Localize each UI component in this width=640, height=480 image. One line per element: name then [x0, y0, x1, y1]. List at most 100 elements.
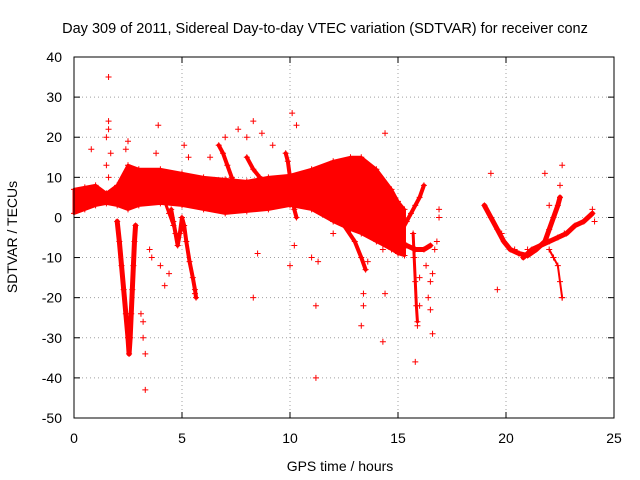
data-point [557, 182, 563, 189]
y-tick-label: 40 [46, 49, 62, 65]
band-bottom-marker [330, 218, 337, 225]
band-top-marker [373, 166, 380, 173]
data-point [137, 310, 144, 317]
track-marker [546, 246, 553, 253]
data-point [250, 294, 257, 301]
data-point [107, 150, 114, 157]
band-top-marker [200, 174, 207, 181]
y-axis-title: SDTVAR / TECUs [4, 181, 20, 293]
band-bottom-marker [358, 230, 365, 237]
track-marker [427, 242, 434, 249]
band-bottom-marker [103, 200, 110, 207]
track-marker [572, 222, 579, 229]
data-point [498, 230, 505, 237]
track-marker [319, 190, 326, 197]
band-top-marker [179, 170, 185, 177]
data-point [546, 202, 553, 209]
track-marker [166, 210, 173, 217]
data-point [142, 386, 149, 393]
data-point [308, 254, 315, 261]
band-top-marker [388, 186, 395, 193]
track-marker [181, 222, 188, 229]
data-point [243, 134, 250, 141]
data-point [379, 338, 386, 345]
data-point [416, 274, 423, 281]
y-tick-label: -40 [42, 370, 62, 386]
track-marker [256, 174, 263, 181]
track-marker [546, 226, 553, 233]
x-tick-label: 25 [606, 430, 622, 446]
data-point [364, 258, 371, 265]
data-point [105, 174, 112, 181]
track-marker [403, 218, 410, 225]
data-point [105, 126, 112, 133]
data-point [585, 214, 592, 221]
data-point [541, 170, 548, 177]
track-marker [412, 278, 419, 285]
y-tick-label: 20 [46, 129, 62, 145]
data-point [567, 226, 574, 233]
data-point [524, 246, 531, 253]
data-point [105, 74, 112, 81]
band-bottom-marker [243, 208, 250, 215]
y-tick-label: -10 [42, 250, 62, 266]
data-point [431, 246, 438, 253]
band-top-marker [330, 158, 337, 165]
x-tick-label: 15 [390, 430, 406, 446]
y-tick-label: 0 [54, 209, 62, 225]
track-marker [224, 162, 231, 169]
track-marker [358, 254, 365, 261]
track-marker [116, 238, 123, 245]
band-top-marker [347, 154, 354, 161]
track-marker [399, 226, 406, 233]
track-marker [341, 222, 347, 229]
track-marker [174, 234, 181, 241]
data-point [360, 302, 367, 309]
track-marker [131, 238, 138, 245]
data-point [429, 270, 436, 277]
track-marker [289, 190, 296, 197]
track-marker [500, 238, 507, 245]
band-top-marker [157, 166, 164, 173]
track-line [548, 248, 564, 299]
data-point [148, 254, 155, 261]
data-point [129, 166, 136, 173]
data-point [269, 142, 276, 149]
axes: 0 5 10 15 20 25 -50 -40 -30 -20 -10 0 10 20 30 40 [42, 49, 622, 446]
track-marker [330, 206, 337, 213]
data-point [88, 146, 95, 153]
data-point [559, 294, 566, 301]
series-arc-19-21h [481, 194, 563, 259]
data-point [181, 142, 188, 149]
data-point [191, 290, 198, 297]
band-bottom-marker [373, 238, 380, 245]
y-tick-label: -20 [42, 290, 62, 306]
track-marker [550, 254, 557, 261]
data-point [412, 358, 419, 365]
data-point [146, 246, 153, 253]
data-point [103, 162, 110, 169]
track-marker [129, 286, 136, 293]
data-point [222, 134, 229, 141]
data-point [161, 282, 168, 289]
data-point [561, 230, 568, 237]
track-marker [128, 310, 135, 317]
track-marker [550, 214, 557, 221]
band-top-marker [92, 182, 99, 189]
band-top-marker [401, 206, 408, 213]
data-point [105, 118, 112, 125]
data-point [291, 242, 298, 249]
track-marker [487, 214, 494, 221]
band-bottom-marker [157, 200, 164, 207]
series-arc-21-24h [520, 210, 596, 261]
track-marker [193, 294, 200, 301]
track-marker [554, 202, 561, 209]
band-top-marker [125, 162, 131, 169]
band-bottom-marker [81, 206, 88, 213]
data-point [589, 206, 596, 213]
series-arc-8h [243, 154, 270, 185]
track-marker [416, 194, 423, 201]
track-marker [520, 254, 527, 261]
band-bottom-marker [222, 210, 229, 217]
data-point [207, 154, 214, 161]
